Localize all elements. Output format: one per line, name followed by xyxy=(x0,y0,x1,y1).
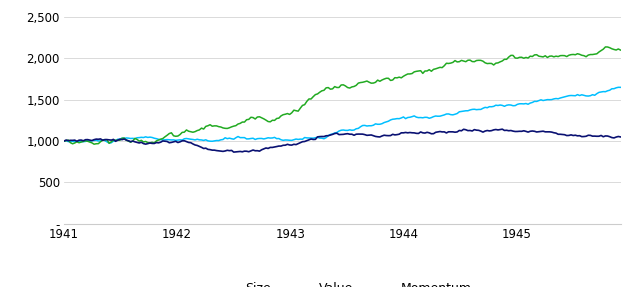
Size xyxy=(614,86,622,89)
Momentum xyxy=(140,142,147,145)
Value xyxy=(60,139,68,143)
Momentum xyxy=(230,150,237,154)
Line: Value: Value xyxy=(64,47,620,144)
Momentum xyxy=(127,140,134,143)
Value xyxy=(593,52,601,55)
Size xyxy=(511,104,519,107)
Momentum xyxy=(513,130,521,133)
Value xyxy=(296,106,304,110)
Line: Momentum: Momentum xyxy=(64,129,620,152)
Value xyxy=(90,142,98,146)
Value xyxy=(129,139,136,143)
Momentum xyxy=(60,139,68,143)
Size xyxy=(105,141,113,145)
Momentum xyxy=(616,135,624,139)
Size xyxy=(142,135,150,139)
Momentum xyxy=(595,135,603,138)
Size xyxy=(129,137,136,140)
Size xyxy=(593,92,601,95)
Value xyxy=(294,109,302,113)
Value xyxy=(602,45,609,49)
Size xyxy=(616,86,624,89)
Size xyxy=(296,137,304,141)
Legend: Size, Value, Momentum: Size, Value, Momentum xyxy=(208,278,477,287)
Value xyxy=(511,56,519,60)
Momentum xyxy=(294,142,302,145)
Value xyxy=(142,140,150,143)
Line: Size: Size xyxy=(64,87,620,143)
Size xyxy=(60,139,68,143)
Momentum xyxy=(296,141,304,144)
Value xyxy=(616,48,624,52)
Momentum xyxy=(499,127,506,131)
Size xyxy=(294,138,302,141)
